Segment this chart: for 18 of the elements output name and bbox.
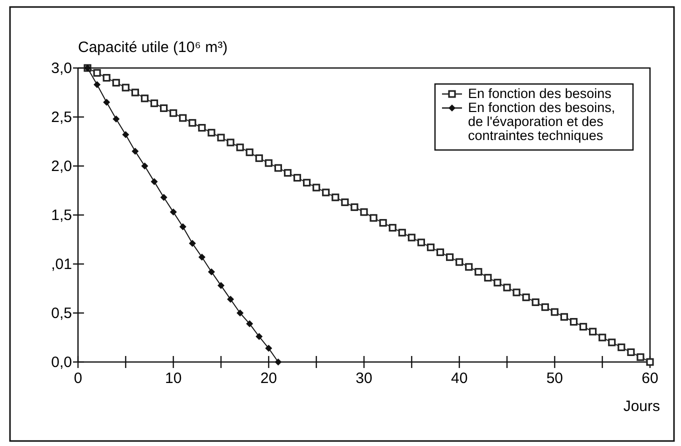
x-tick-label: 60 — [642, 370, 658, 387]
y-tick-label: 3,0 — [51, 60, 72, 77]
y-tick-label: 0,5 — [51, 305, 72, 322]
y-tick-label: ,01 — [51, 256, 72, 273]
x-axis-title: Jours — [623, 398, 660, 415]
y-tick-label: 1,5 — [51, 207, 72, 224]
x-tick-label: 40 — [450, 370, 468, 387]
y-tick-label: 2,5 — [51, 109, 72, 126]
legend-label: En fonction des besoins, de l'évaporation et des contraintes techniques — [468, 100, 616, 143]
y-tick-label: 0,0 — [51, 354, 72, 371]
legend-label: En fonction des besoins — [468, 86, 612, 101]
x-tick-label: 0 — [74, 370, 82, 387]
x-tick-label: 20 — [260, 370, 278, 387]
x-tick-label: 30 — [356, 370, 372, 387]
y-axis-title: Capacité utile (10⁶ m³) — [78, 39, 228, 56]
y-tick-label: 2,0 — [51, 158, 72, 175]
x-tick-label: 50 — [546, 370, 564, 387]
x-tick-label: 10 — [164, 370, 182, 387]
